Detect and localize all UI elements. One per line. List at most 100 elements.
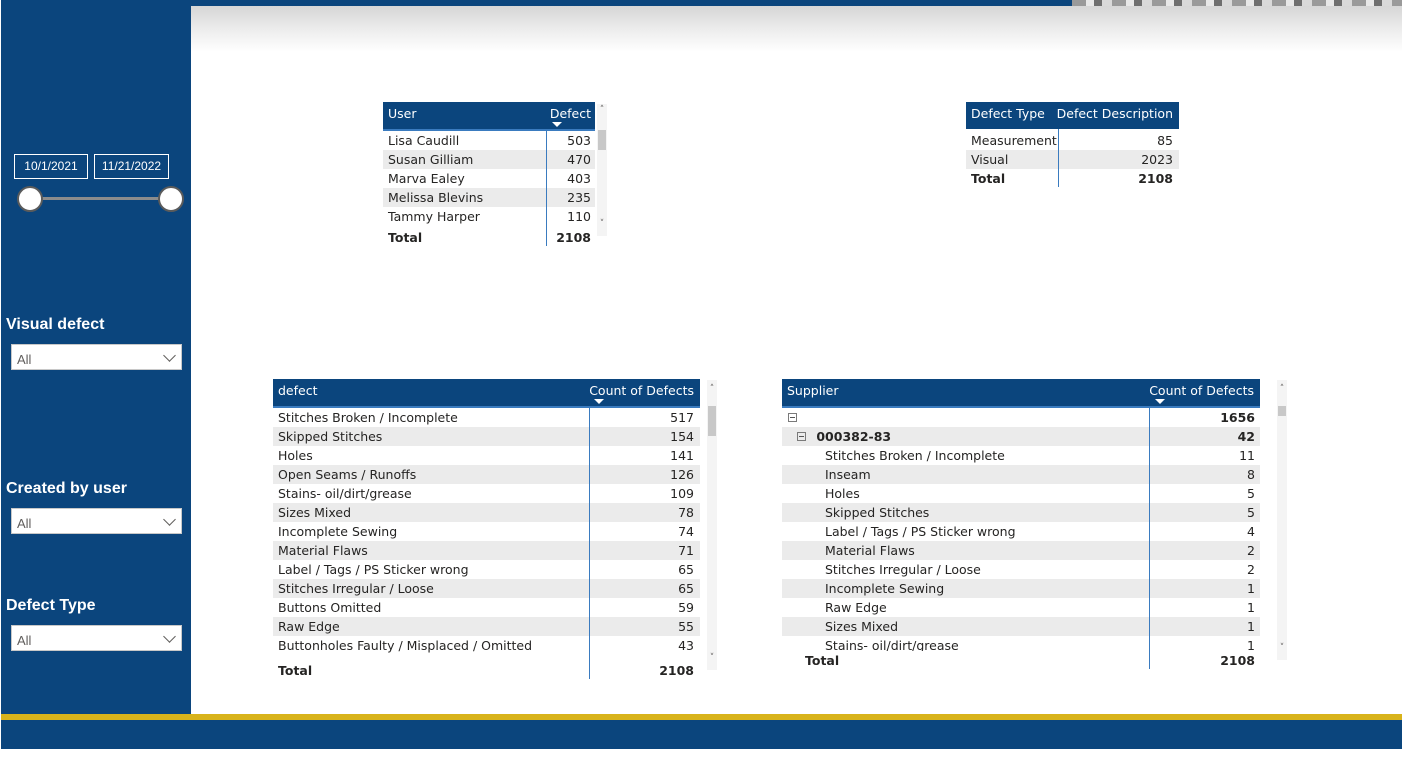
supplier-group-name: 000382-83 [816,429,892,444]
table-row[interactable]: Incomplete Sewing 1 [782,579,1260,598]
row-value: 2 [1247,543,1255,558]
row-value: 43 [678,638,694,653]
row-label: Stitches Irregular / Loose [825,562,981,577]
table-row[interactable]: Susan Gilliam 470 [383,150,595,169]
row-label: Holes [825,486,860,501]
table-row[interactable]: Visual 2023 [966,150,1179,169]
row-value: 503 [567,133,591,148]
table-row[interactable]: Sizes Mixed 78 [273,503,700,522]
column-header-supplier[interactable]: Supplier [787,383,839,398]
table-row[interactable]: Marva Ealey 403 [383,169,595,188]
scroll-down-icon[interactable]: ˅ [599,219,605,229]
table-row[interactable]: Raw Edge 1 [782,598,1260,617]
table-row[interactable]: Stitches Irregular / Loose 65 [273,579,700,598]
table-row[interactable]: Material Flaws 2 [782,541,1260,560]
supplier-table-scrollbar[interactable]: ˄ ˅ [1277,380,1287,660]
row-value: 65 [678,562,694,577]
column-header-defect-description[interactable]: Defect Description [1056,106,1173,121]
scroll-down-icon[interactable]: ˅ [709,653,715,663]
header-gradient [191,6,1402,52]
table-row[interactable]: Skipped Stitches 154 [273,427,700,446]
table-row[interactable]: Stitches Irregular / Loose 2 [782,560,1260,579]
table-row[interactable]: Stitches Broken / Incomplete 517 [273,408,700,427]
collapse-icon[interactable] [797,432,806,441]
matrix-root-row[interactable]: 1656 [782,408,1260,427]
table-row[interactable]: Tammy Harper 110 [383,207,595,226]
table-row[interactable]: Inseam 8 [782,465,1260,484]
row-label: Material Flaws [825,543,915,558]
row-value: 1 [1247,581,1255,596]
table-row[interactable]: Skipped Stitches 5 [782,503,1260,522]
table-row[interactable]: Raw Edge 55 [273,617,700,636]
column-divider [546,129,547,246]
row-label: Marva Ealey [388,171,465,186]
scroll-up-icon[interactable]: ˄ [599,105,605,115]
row-value: 59 [678,600,694,615]
table-header: Supplier Count of Defects [782,379,1260,406]
scroll-down-icon[interactable]: ˅ [1279,643,1285,653]
row-value: 5 [1247,486,1255,501]
created-by-user-dropdown[interactable]: All [11,508,182,534]
table-row[interactable]: Incomplete Sewing 74 [273,522,700,541]
end-date-input[interactable]: 11/21/2022 [94,154,169,179]
scrollbar-thumb[interactable] [1278,406,1286,416]
date-slider-track[interactable] [30,197,171,200]
row-value: 1 [1247,619,1255,634]
column-header-count-of-defects[interactable]: Count of Defects [589,383,694,398]
scrollbar-thumb[interactable] [708,406,716,436]
table-row[interactable]: Melissa Blevins 235 [383,188,595,207]
defect-type-dropdown[interactable]: All [11,625,182,651]
table-row[interactable]: Buttons Omitted 59 [273,598,700,617]
user-table-scrollbar[interactable]: ˄ ˅ [597,104,607,236]
header-underline [782,406,1260,408]
total-row: Total 2108 [782,651,1260,670]
row-value: 11 [1239,448,1255,463]
total-row: Total 2108 [966,169,1179,188]
row-label: Label / Tags / PS Sticker wrong [825,524,1016,539]
footer-accent-line [1,714,1402,720]
scroll-up-icon[interactable]: ˄ [709,384,715,394]
date-slider-start-handle[interactable] [17,186,43,212]
table-row[interactable]: Holes 5 [782,484,1260,503]
total-value: 2108 [659,663,694,678]
table-row[interactable]: Open Seams / Runoffs 126 [273,465,700,484]
table-row[interactable]: Stains- oil/dirt/grease 109 [273,484,700,503]
row-label: Holes [278,448,313,463]
supplier-group-value: 42 [1237,429,1255,444]
defect-table-scrollbar[interactable]: ˄ ˅ [707,380,717,670]
total-value: 2108 [1220,653,1255,668]
table-row[interactable]: Measurement 85 [966,131,1179,150]
column-divider [1058,129,1059,187]
top-bar [191,0,1402,6]
table-row[interactable]: Stains- oil/dirt/grease 1 [782,636,1260,651]
visual-defect-dropdown[interactable]: All [11,344,182,370]
column-header-defect[interactable]: Defect [549,106,591,121]
table-row[interactable]: Holes 141 [273,446,700,465]
matrix-group-row[interactable]: 000382-83 42 [782,427,1260,446]
scroll-up-icon[interactable]: ˄ [1279,384,1285,394]
table-row[interactable]: Stitches Broken / Incomplete 11 [782,446,1260,465]
row-value: 403 [567,171,591,186]
row-value: 2 [1247,562,1255,577]
total-value: 2108 [1138,171,1173,186]
column-header-defect[interactable]: defect [278,383,318,398]
scrollbar-thumb[interactable] [598,130,606,150]
table-row[interactable]: Lisa Caudill 503 [383,131,595,150]
header-image [1072,0,1402,6]
column-header-defect-type[interactable]: Defect Type [971,106,1045,121]
column-header-count-of-defects[interactable]: Count of Defects [1149,383,1254,398]
table-row[interactable]: Sizes Mixed 1 [782,617,1260,636]
row-label: Stitches Irregular / Loose [278,581,434,596]
table-row[interactable]: Label / Tags / PS Sticker wrong 65 [273,560,700,579]
date-slider-end-handle[interactable] [158,186,184,212]
row-value: 65 [678,581,694,596]
table-row[interactable]: Label / Tags / PS Sticker wrong 4 [782,522,1260,541]
collapse-icon[interactable] [788,413,797,422]
row-value: 517 [670,410,694,425]
row-value: 126 [670,467,694,482]
row-value: 55 [678,619,694,634]
start-date-input[interactable]: 10/1/2021 [14,154,88,179]
table-row[interactable]: Buttonholes Faulty / Misplaced / Omitted… [273,636,700,655]
table-row[interactable]: Material Flaws 71 [273,541,700,560]
column-header-user[interactable]: User [388,106,417,121]
